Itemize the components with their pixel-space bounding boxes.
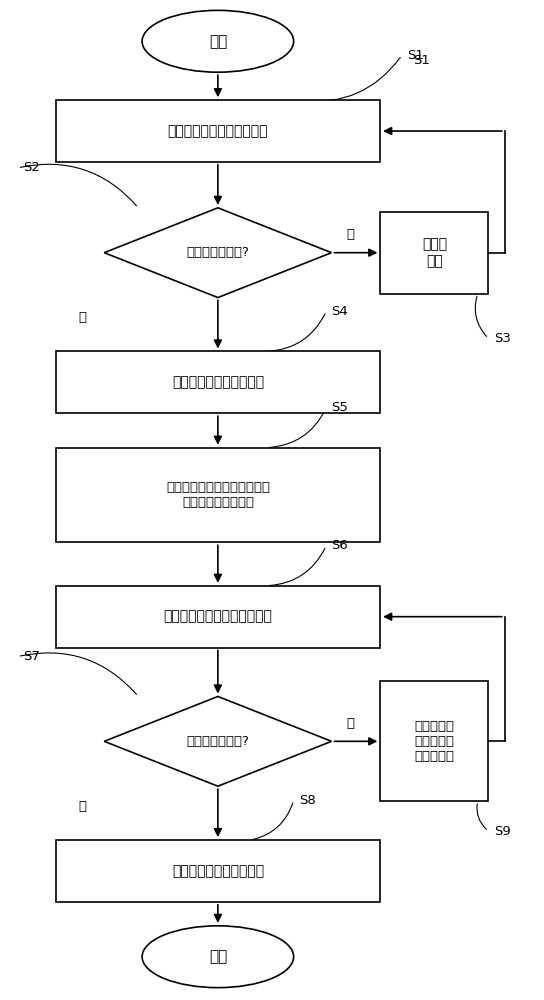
Bar [55, 586, 380, 648]
Text: S5: S5 [331, 401, 348, 414]
Text: S2: S2 [23, 161, 40, 174]
Text: S1: S1 [413, 54, 430, 67]
Text: 是: 是 [347, 717, 355, 730]
Polygon shape [104, 208, 331, 298]
Text: 设置行程的起点与终点信息: 设置行程的起点与终点信息 [168, 124, 268, 138]
Text: 保存行程的完整交通路线: 保存行程的完整交通路线 [172, 864, 264, 878]
Text: 设置路线偏好与车辆信息: 设置路线偏好与车辆信息 [172, 375, 264, 389]
Text: 否: 否 [78, 311, 86, 324]
Text: S4: S4 [331, 305, 348, 318]
Text: 需要调整充电站?: 需要调整充电站? [187, 735, 249, 748]
Bar [55, 100, 380, 162]
Text: S9: S9 [494, 825, 511, 838]
Text: 显示每一段路线的目标充电站: 显示每一段路线的目标充电站 [163, 610, 273, 624]
Text: S1: S1 [407, 49, 424, 62]
Text: S8: S8 [299, 794, 316, 807]
Text: 否: 否 [78, 800, 86, 813]
Text: S3: S3 [494, 332, 511, 345]
Text: 是: 是 [347, 228, 355, 241]
Text: 调整目标充
电站以及后
续的充电站: 调整目标充 电站以及后 续的充电站 [415, 720, 454, 763]
Text: S7: S7 [23, 650, 40, 663]
Ellipse shape [142, 926, 294, 988]
Text: 开始: 开始 [209, 34, 227, 49]
Text: 添加途
经点: 添加途 经点 [422, 238, 447, 268]
Text: 结束: 结束 [209, 949, 227, 964]
Text: 需要设置途经点?: 需要设置途经点? [187, 246, 249, 259]
Ellipse shape [142, 10, 294, 72]
Bar [55, 840, 380, 902]
Polygon shape [104, 696, 331, 786]
Text: S6: S6 [331, 539, 348, 552]
Text: 生成完整交通路线，并将完整
交通路线划分成多段: 生成完整交通路线，并将完整 交通路线划分成多段 [166, 481, 270, 509]
Bar [380, 212, 489, 294]
Bar [55, 448, 380, 542]
Bar [380, 681, 489, 801]
Bar [55, 351, 380, 413]
